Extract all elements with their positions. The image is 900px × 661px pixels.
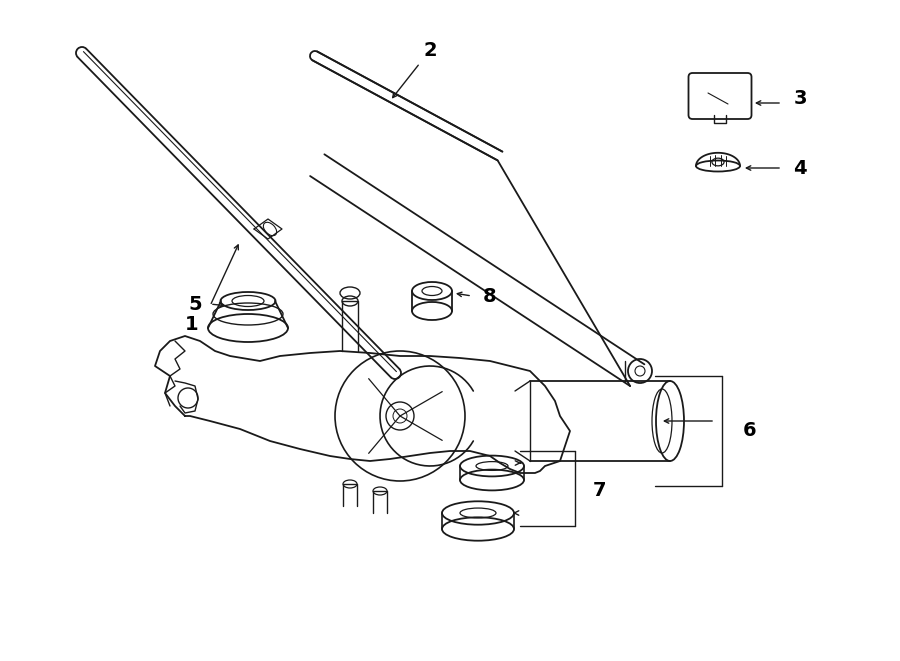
Text: 6: 6	[743, 422, 757, 440]
Text: 5: 5	[188, 295, 202, 313]
Text: 2: 2	[423, 42, 436, 61]
Text: 7: 7	[593, 481, 607, 500]
Text: 3: 3	[793, 89, 806, 108]
Text: 4: 4	[793, 159, 806, 178]
Text: 8: 8	[483, 286, 497, 305]
FancyBboxPatch shape	[688, 73, 752, 119]
Text: 1: 1	[185, 315, 199, 334]
